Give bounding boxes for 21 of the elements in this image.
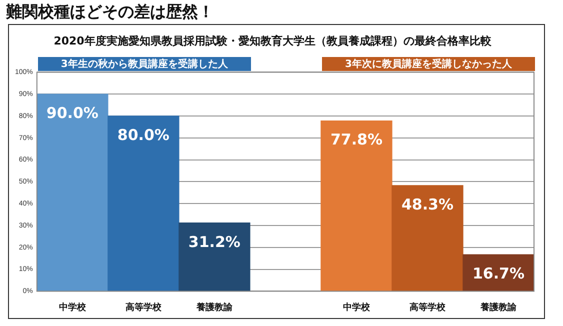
data-label: 48.3%	[401, 195, 454, 214]
data-label: 90.0%	[46, 104, 98, 122]
bar	[36, 94, 108, 292]
data-label: 16.7%	[472, 264, 525, 283]
x-tick-label: 中学校	[58, 302, 87, 312]
bar	[178, 222, 250, 292]
bar	[320, 120, 392, 292]
header-box: 3年次に教員講座を受講しなかった人	[322, 57, 535, 72]
bar	[108, 116, 180, 292]
bar	[392, 185, 464, 292]
chart-subtitle: 2020年度実施愛知県教員採用試験・愛知教育大学生（教員養成課程）の最終合格率比較	[54, 34, 492, 48]
data-label: 80.0%	[117, 126, 170, 144]
data-label: 31.2%	[188, 232, 240, 251]
data-label: 77.8%	[330, 130, 382, 149]
x-tick-label: 高等学校	[125, 302, 162, 312]
x-tick-label: 中学校	[342, 302, 371, 312]
x-tick-label: 養護教諭	[479, 302, 518, 312]
x-tick-label: 高等学校	[409, 302, 446, 312]
header-box: 3年生の秋から教員講座を受講した人	[38, 57, 251, 72]
chart-title: 難関校種ほどその差は歴然！	[6, 2, 214, 23]
x-tick-label: 養護教諭	[195, 302, 234, 312]
